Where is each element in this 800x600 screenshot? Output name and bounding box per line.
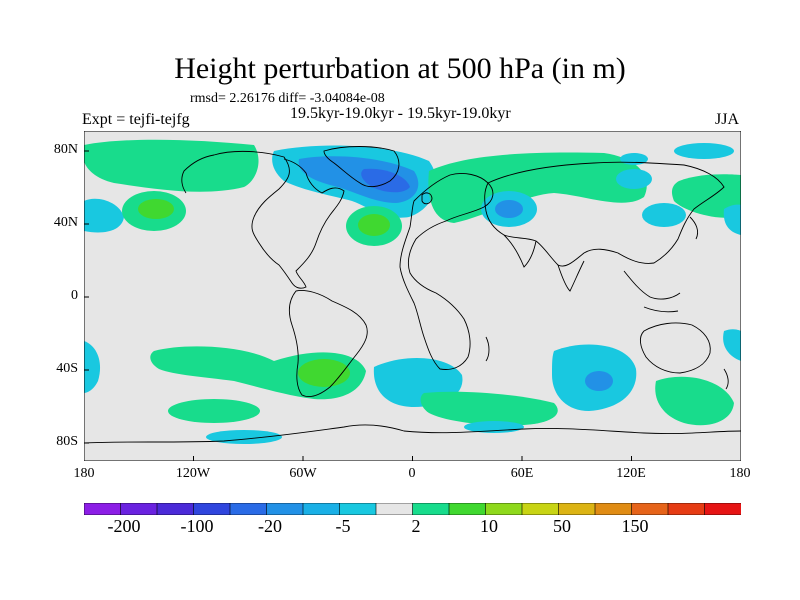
coastline-asia (484, 161, 725, 267)
coastlines (84, 146, 741, 444)
colorbar-label: -100 (180, 516, 214, 536)
colorbar-swatch (594, 503, 633, 515)
colorbar-label: 50 (553, 516, 571, 536)
lon-label-120e: 120E (616, 466, 646, 481)
contour-fields (84, 139, 741, 444)
colorbar-swatch (156, 503, 195, 515)
colorbar-label: 150 (621, 516, 649, 536)
colorbar-label: -20 (258, 516, 282, 536)
season-label: JJA (715, 111, 740, 128)
coastline-japan (689, 216, 699, 240)
period-label: 19.5kyr-19.0kyr - 19.5kyr-19.0kyr (290, 105, 511, 122)
colorbar-swatch (84, 503, 122, 515)
coastline-new-zealand (723, 368, 729, 390)
colorbar-swatch (375, 503, 414, 515)
lat-label-0: 0 (71, 288, 78, 303)
colorbar-swatch (667, 503, 706, 515)
colorbar-swatch (412, 503, 450, 515)
coastline-antarctica (84, 424, 741, 444)
contour-green-kamchatka (671, 174, 741, 218)
colorbar (84, 503, 741, 515)
contour-cyan-south-pacific-west (84, 341, 101, 393)
contour-cyan-arctic-east (674, 143, 734, 159)
coastline-uk (421, 192, 433, 205)
contour-green-australia-south (655, 376, 734, 426)
colorbar-swatch (485, 503, 523, 515)
colorbar-swatch (266, 503, 304, 515)
lon-label-0: 0 (408, 466, 416, 481)
lat-label-80n: 80N (53, 142, 78, 157)
contour-cyan-antarctic-west (206, 430, 282, 444)
lon-label-60e: 60E (510, 466, 534, 481)
contour-green-north-pacific-core (138, 199, 174, 219)
lon-label-60w: 60W (289, 466, 317, 481)
map-title: Height perturbation at 500 hPa (in m) (174, 52, 626, 85)
coastline-south-america (288, 290, 368, 398)
lat-label-80s: 80S (56, 434, 78, 449)
contour-green-south-indian (420, 391, 558, 426)
lat-label-40s: 40S (56, 361, 78, 376)
contour-green-south-atlantic-core (298, 359, 350, 387)
lon-label-180e: 180 (729, 466, 751, 481)
colorbar-swatch (704, 503, 741, 515)
colorbar-swatch (521, 503, 560, 515)
colorbar-swatch (448, 503, 487, 515)
contour-cyan-antarctic-east (464, 421, 524, 433)
experiment-label: Expt = tejfi-tejfg (82, 111, 190, 128)
coastline-australia (639, 322, 711, 374)
colorbar-label: -200 (107, 516, 141, 536)
contour-blue-central-asia (495, 200, 523, 218)
contour-green-south-america (150, 346, 366, 400)
lat-label-40n: 40N (53, 215, 78, 230)
contour-blue-indian-ocean (585, 371, 613, 391)
colorbar-swatch (229, 503, 268, 515)
coastline-north-america (181, 150, 345, 289)
contour-green-south-pacific (168, 399, 260, 423)
colorbar-swatch (631, 503, 669, 515)
coastline-southeast-asia (623, 270, 681, 313)
colorbar-swatch (120, 503, 158, 515)
lon-label-120w: 120W (175, 466, 211, 481)
coastline-greenland (323, 146, 400, 188)
colorbar-label: 2 (411, 516, 421, 536)
lon-label-180w: 180 (73, 466, 95, 481)
axis-ticks (84, 150, 632, 461)
coastline-europe-africa (399, 172, 494, 370)
height-perturbation-map (84, 131, 741, 461)
colorbar-swatch (302, 503, 341, 515)
contour-cyan-north-pacific (84, 198, 124, 233)
stats-text: rmsd= 2.26176 diff= -3.04084e-08 (190, 91, 385, 106)
contour-green-azores-core (358, 214, 390, 236)
contour-cyan-date-line-north (723, 204, 741, 235)
coastline-madagascar (485, 336, 490, 362)
colorbar-swatch (339, 503, 377, 515)
colorbar-swatch (193, 503, 231, 515)
colorbar-label: -5 (335, 516, 351, 536)
contour-cyan-date-line-south (723, 329, 741, 361)
colorbar-swatch (558, 503, 596, 515)
contour-cyan-japan (642, 203, 686, 227)
coastline-arabia-india (503, 234, 585, 292)
contour-green-north-atlantic (84, 139, 259, 192)
contour-cyan-siberia (616, 169, 652, 189)
colorbar-label: 10 (480, 516, 498, 536)
